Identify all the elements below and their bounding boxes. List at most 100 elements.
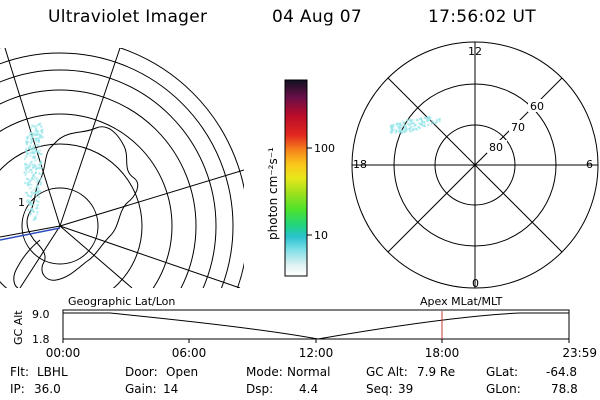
aurora-pixel [30,160,33,163]
glon-key: GLon: [486,382,521,396]
aurora-pixel [28,203,31,206]
mlt-label-dawn: 6 [586,158,593,171]
aurora-pixel [28,133,31,136]
aurora-pixel [31,139,34,141]
aurora-pixel [38,172,41,175]
antarctica-coastline [26,126,139,281]
colorbar: 100 10 photon cm⁻²s⁻¹ [266,79,335,277]
aurora-pixel [399,126,402,129]
map-accent-line [0,227,61,241]
aurora-pixel [26,143,28,146]
aurora-pixel [36,211,39,213]
aurora-pixel [395,129,398,132]
aurora-pixel [421,124,424,127]
aurora-pixel [396,122,399,125]
seq-key: Seq: [366,382,393,396]
aurora-pixel [39,122,42,125]
aurora-pixel [427,123,430,126]
aurora-pixel [30,132,33,135]
aurora-pixel [391,125,394,128]
aurora-pixel [24,181,27,184]
aurora-pixel [36,207,39,210]
aurora-pixel [30,203,32,206]
aurora-pixel [33,173,35,176]
aurora-pixel [26,164,29,167]
aurora-pixel [27,181,30,184]
aurora-pixel [403,131,406,133]
altitude-curve [63,312,569,340]
aurora-pixel [25,148,28,151]
aurora-pixel [25,137,28,140]
aurora-pixel [29,154,32,157]
aurora-pixel [34,134,37,137]
aurora-pixel [29,144,32,147]
aurora-pixel [33,191,36,194]
aurora-emission-map [23,122,44,221]
aurora-pixel [33,157,36,160]
ip-value: 36.0 [34,382,61,396]
aurora-pixel [405,129,408,132]
aurora-pixel [32,203,35,206]
aurora-pixel [400,131,403,134]
aurora-pixel [35,124,38,127]
aurora-pixel [32,146,34,149]
aurora-pixel [39,190,42,193]
aurora-pixel [35,133,38,136]
aurora-pixel [25,140,28,143]
antarctic-peninsula [13,239,41,288]
aurora-pixel [39,183,42,186]
aurora-pixel [41,131,44,134]
aurora-pixel [391,130,394,133]
colorbar-tick-label: 100 [314,142,335,155]
aurora-pixel [27,167,29,170]
aurora-pixel [36,190,39,193]
aurora-pixel [398,128,401,131]
aurora-pixel [39,162,42,165]
aurora-pixel [411,127,414,130]
aurora-pixel [393,128,396,131]
aurora-pixel [30,135,33,137]
aurora-pixel [40,173,43,176]
aurora-pixel [38,178,41,181]
aurora-pixel [412,125,415,128]
aurora-pixel [32,189,35,191]
altitude-axis-label: GC Alt [12,310,25,345]
glon-value: 78.8 [551,382,578,396]
colorbar-unit-label: photon cm⁻²s⁻¹ [266,147,280,240]
aurora-pixel [35,141,38,143]
aurora-pixel [415,118,418,121]
aurora-pixel [24,171,27,174]
aurora-pixel [30,169,33,172]
aurora-pixel [32,219,35,221]
aurora-pixel [423,122,426,125]
aurora-pixel [29,212,32,215]
aurora-pixel [28,170,30,173]
aurora-pixel [24,162,27,165]
mlt-label-dusk: 18 [353,158,367,171]
gc-alt-value: 7.9 Re [417,365,455,379]
latitude-circle [0,113,173,288]
time-tick-label: 18:00 [425,346,460,360]
aurora-pixel [412,122,415,125]
aurora-pixel [40,153,43,156]
aurora-pixel [27,147,30,150]
aurora-pixel [35,177,38,180]
aurora-pixel [36,179,39,182]
aurora-pixel [37,130,40,133]
aurora-pixel [28,200,31,203]
aurora-pixel [435,119,438,122]
aurora-pixel [404,124,407,127]
aurora-pixel [34,192,37,194]
aurora-pixel [27,180,30,183]
meridian-line [19,225,61,288]
aurora-pixel [30,171,33,174]
aurora-pixel [31,207,34,210]
aurora-pixel [37,163,40,166]
aurora-pixel [33,163,36,166]
aurora-pixel [36,204,39,207]
aurora-pixel [31,193,34,196]
flt-value: LBHL [37,365,68,379]
aurora-pixel [418,117,421,120]
aurora-pixel [423,121,426,123]
